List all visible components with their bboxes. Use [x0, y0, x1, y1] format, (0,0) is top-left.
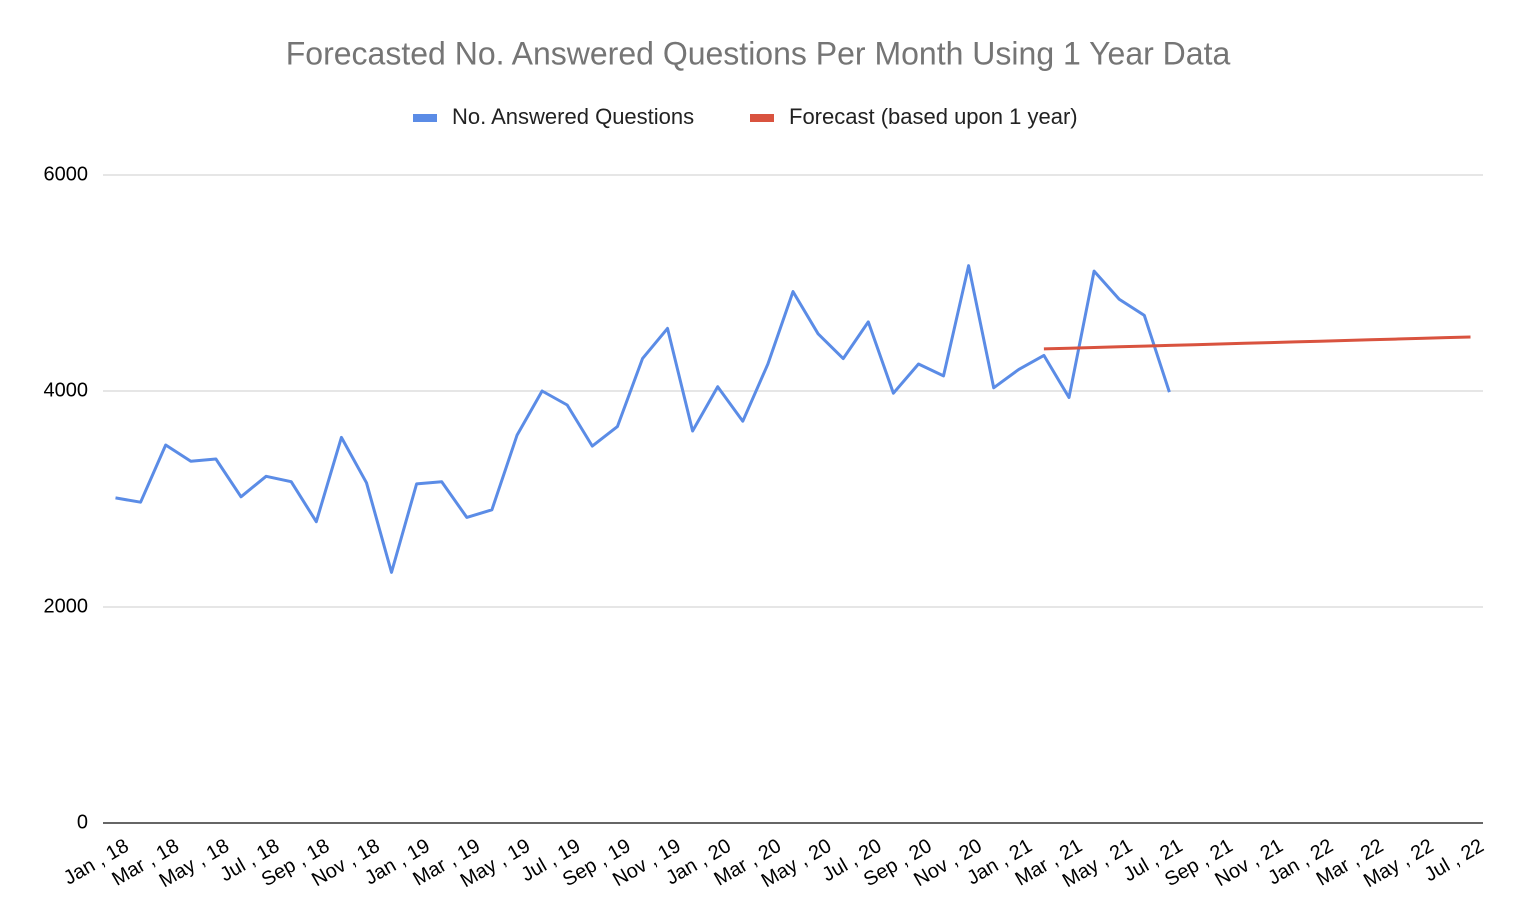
chart-title: Forecasted No. Answered Questions Per Mo…: [286, 35, 1231, 71]
y-tick-label: 4000: [44, 379, 89, 401]
legend-swatch: [750, 114, 774, 122]
y-tick-label: 6000: [44, 163, 89, 185]
y-tick-label: 0: [77, 811, 88, 833]
series-line: [115, 264, 1171, 574]
legend-label: Forecast (based upon 1 year): [789, 104, 1078, 129]
series-line: [1043, 335, 1471, 351]
legend-label: No. Answered Questions: [452, 104, 694, 129]
y-tick-label: 2000: [44, 595, 89, 617]
legend-swatch: [413, 114, 437, 122]
